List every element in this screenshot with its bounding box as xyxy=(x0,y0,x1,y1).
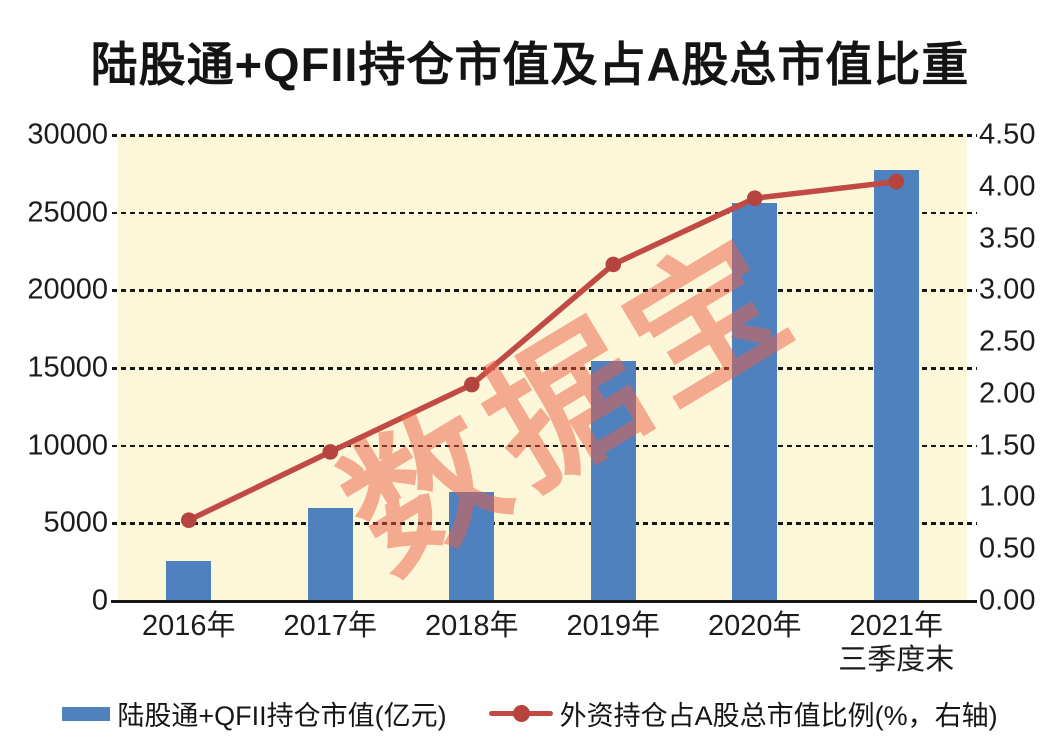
left-axis-tick-25000: 25000 xyxy=(27,196,108,229)
x-axis-label-line: 2019年 xyxy=(566,610,661,642)
trend-line-layer xyxy=(181,173,905,528)
x-axis-label-2020年: 2020年 xyxy=(708,609,802,643)
x-axis-label-line: 2018年 xyxy=(424,610,519,642)
bar-2018年 xyxy=(449,492,495,601)
line-point-2017年 xyxy=(322,444,339,460)
right-axis-tick-0.00: 0.00 xyxy=(979,584,1036,617)
legend-label: 陆股通+QFII持仓市值(亿元) xyxy=(117,701,447,731)
x-axis-line xyxy=(111,600,977,603)
line-point-2016年 xyxy=(181,512,197,528)
x-axis-label-2016年: 2016年 xyxy=(142,609,236,643)
right-axis-tick-1.50: 1.50 xyxy=(979,429,1036,462)
plot-area xyxy=(112,134,977,601)
x-axis-label-2021年三季度末: 2021年 三季度末 xyxy=(838,609,954,677)
bar-2020年 xyxy=(732,203,778,601)
gridline-15000 xyxy=(112,367,977,370)
left-axis-tick-5000: 5000 xyxy=(43,506,108,539)
legend-label: 外资持仓占A股总市值比例(%，右轴) xyxy=(559,701,998,731)
legend: 陆股通+QFII持仓市值(亿元) 外资持仓占A股总市值比例(%，右轴) xyxy=(0,694,1060,733)
gridline-20000 xyxy=(112,289,977,292)
line-point-2018年 xyxy=(464,376,480,393)
x-axis-label-line: 2016年 xyxy=(141,610,236,642)
right-axis-tick-2.50: 2.50 xyxy=(979,325,1036,358)
line-point-2021年三季度末 xyxy=(888,173,905,190)
left-axis-tick-30000: 30000 xyxy=(27,118,108,151)
right-axis-tick-2.00: 2.00 xyxy=(979,377,1036,410)
trend-line xyxy=(186,178,900,523)
x-axis-label-line: 三季度末 xyxy=(838,644,955,676)
line-swatch xyxy=(488,705,553,722)
left-axis-tick-15000: 15000 xyxy=(27,351,108,384)
gridline-10000 xyxy=(112,444,977,448)
bar-2021年三季度末 xyxy=(873,169,919,601)
right-axis-tick-4.50: 4.50 xyxy=(979,118,1036,151)
left-axis-tick-0: 0 xyxy=(91,584,108,617)
right-axis-tick-3.00: 3.00 xyxy=(979,273,1036,306)
gridline-5000 xyxy=(112,522,977,525)
gridline-30000 xyxy=(112,134,977,137)
bar-2016年 xyxy=(166,560,212,601)
line-swatch-marker xyxy=(512,705,530,722)
bar-swatch xyxy=(62,706,111,721)
x-axis-label-2019年: 2019年 xyxy=(566,609,660,643)
bar-2017年 xyxy=(307,507,353,601)
chart-title: 陆股通+QFII持仓市值及占A股总市值比重 xyxy=(90,38,970,91)
right-axis-tick-3.50: 3.50 xyxy=(979,222,1036,255)
x-axis-label-line: 2020年 xyxy=(707,610,802,642)
line-point-2020年 xyxy=(747,190,763,206)
x-axis-label-2018年: 2018年 xyxy=(425,609,519,643)
x-axis-label-line: 2021年 xyxy=(849,610,944,642)
right-axis-tick-0.50: 0.50 xyxy=(979,532,1036,565)
bar-2019年 xyxy=(590,361,636,601)
right-axis-tick-4.00: 4.00 xyxy=(979,170,1036,203)
left-axis-tick-10000: 10000 xyxy=(27,429,108,462)
x-axis-label-line: 2017年 xyxy=(283,610,378,642)
gridline-25000 xyxy=(112,211,977,215)
left-axis-tick-20000: 20000 xyxy=(27,273,108,306)
line-point-2019年 xyxy=(605,256,622,273)
x-axis-label-2017年: 2017年 xyxy=(283,609,377,643)
right-axis-tick-1.00: 1.00 xyxy=(979,480,1036,513)
legend-item-line-series: 外资持仓占A股总市值比例(%，右轴) xyxy=(488,694,998,733)
legend-item-bar-series: 陆股通+QFII持仓市值(亿元) xyxy=(62,694,447,733)
